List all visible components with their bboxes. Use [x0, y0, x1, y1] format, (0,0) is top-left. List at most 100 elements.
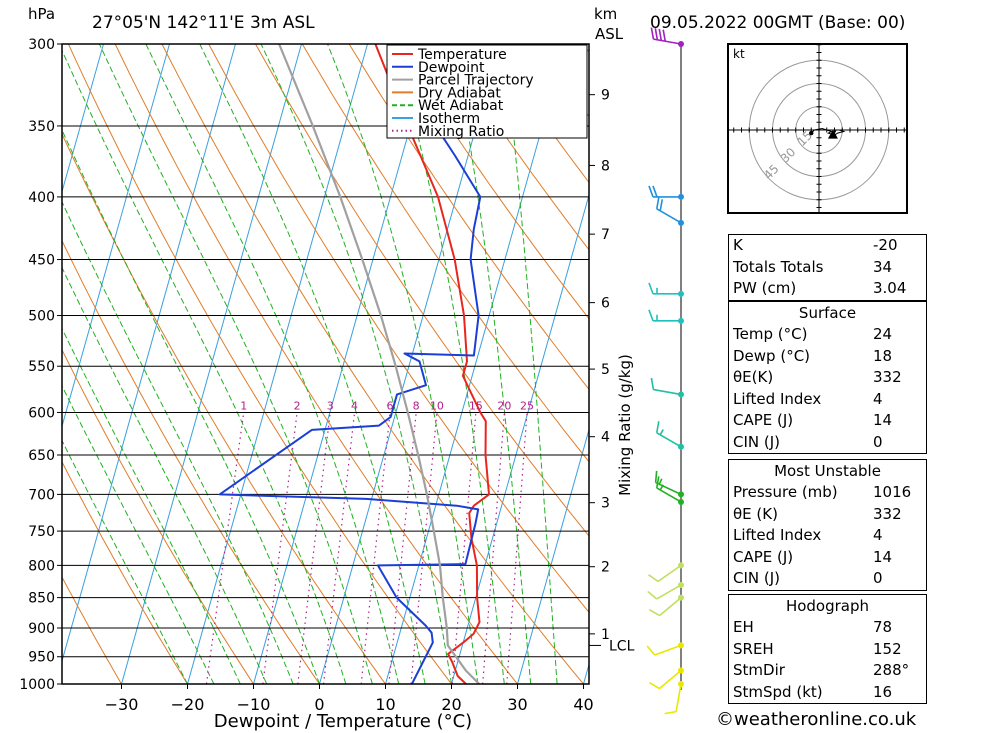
pressure-tick-label: 800 — [28, 558, 55, 574]
mixing-ratio-label: 15 — [469, 399, 483, 412]
pressure-tick-label: 950 — [28, 650, 55, 666]
pressure-tick-label: 500 — [28, 309, 55, 325]
mixing-ratio-line — [451, 412, 477, 684]
hodograph-value: 152 — [873, 639, 902, 658]
wind-barb-shaft — [659, 596, 682, 617]
index-label: Totals Totals — [733, 257, 824, 276]
legend-label: Temperature — [417, 47, 507, 63]
wind-barb-flag — [655, 197, 660, 209]
hodograph-value: 288° — [873, 661, 910, 679]
pressure-tick-label: 650 — [28, 448, 55, 464]
hodograph-title: Hodograph — [785, 597, 870, 615]
surface-row: Lifted Index 4 — [729, 389, 926, 411]
mixing-ratio-label: 2 — [294, 399, 301, 412]
dry-adiabat-line — [348, 44, 589, 391]
wind-barb-shaft — [653, 388, 682, 396]
most-unstable-value: 0 — [873, 569, 883, 587]
surface-row: CIN (J) 0 — [729, 432, 926, 454]
temperature-line — [374, 44, 490, 684]
wind-barb-flag — [655, 421, 660, 433]
isotherm-line — [62, 44, 170, 429]
wet-adiabat-line — [327, 44, 479, 684]
mixing-ratio-label: 3 — [327, 399, 334, 412]
parcel-trajectory-line — [278, 44, 480, 684]
isotherm-line — [385, 44, 566, 684]
mixing-ratio-line — [410, 412, 438, 684]
plot-frame — [61, 43, 590, 685]
surface-table: Surface Temp (°C) 24 Dewp (°C) 18 θE(K) 332… — [728, 301, 927, 454]
wind-barb-flag — [662, 29, 667, 42]
isotherm-line — [62, 44, 236, 663]
temperature-tick-label: −30 — [105, 695, 139, 714]
mixing-ratio-line — [482, 412, 506, 684]
surface-row: CAPE (J) 14 — [729, 410, 926, 432]
dry-adiabat-line — [442, 44, 589, 251]
mixing-ratio-axis-title: Mixing Ratio (g/kg) — [616, 354, 634, 496]
km-tick-label: 1 — [601, 627, 610, 643]
hodograph-table: Hodograph EH 78 SREH 152 StmDir 288° StmSpd… — [728, 594, 927, 704]
mixing-ratio-label: 8 — [413, 399, 420, 412]
most-unstable-table: Most Unstable Pressure (mb) 1016 θE (K) 33… — [728, 459, 927, 591]
station-label: 27°05'N 142°11'E 3m ASL — [92, 13, 315, 33]
legend-label: Dewpoint — [418, 60, 485, 76]
surface-label: Lifted Index — [733, 389, 822, 408]
mixing-ratio-label: 1 — [240, 399, 247, 412]
legend-label: Isotherm — [418, 111, 480, 127]
surface-row: θE(K) 332 — [729, 367, 926, 389]
wind-barb-flag — [648, 282, 654, 295]
km-unit-label: km — [594, 5, 618, 23]
legend-label: Wet Adiabat — [418, 98, 504, 114]
legend-label: Mixing Ratio — [418, 124, 504, 140]
isotherm-line — [187, 44, 368, 684]
asl-unit-label: ASL — [595, 25, 624, 43]
most-unstable-row: Pressure (mb) 1016 — [729, 482, 926, 504]
surface-label: CIN (J) — [733, 432, 781, 451]
km-tick-label: 8 — [601, 158, 610, 174]
km-tick-label: 2 — [601, 560, 610, 576]
surface-value: 18 — [873, 346, 893, 365]
most-unstable-row: θE (K) 332 — [729, 504, 926, 526]
hodograph-ring-label: 45 — [761, 162, 782, 183]
mixing-ratio-line — [360, 412, 391, 684]
storm-motion-marker — [827, 129, 838, 139]
index-value: 3.04 — [873, 279, 907, 297]
mixing-ratio-label: 6 — [387, 399, 394, 412]
most-unstable-label: CAPE (J) — [733, 547, 794, 566]
wet-adiabat-line — [98, 44, 373, 684]
wind-barb-flag — [664, 710, 677, 715]
hodograph-row: SREH 152 — [729, 639, 926, 661]
dewpoint-line — [218, 44, 482, 684]
mixing-ratio-line — [205, 412, 245, 684]
km-tick-label: 4 — [601, 430, 610, 446]
most-unstable-label: CIN (J) — [733, 569, 781, 587]
index-table: K -20 Totals Totals 34 PW (cm) 3.04 — [728, 234, 927, 301]
wind-barb-half-flag — [658, 478, 663, 485]
temperature-tick-label: 20 — [441, 695, 461, 714]
most-unstable-row: CAPE (J) 14 — [729, 547, 926, 569]
most-unstable-value: 14 — [873, 547, 893, 566]
wind-barb-flag — [655, 476, 660, 489]
wind-barb-flag — [648, 574, 659, 583]
wind-barb-flag — [650, 27, 655, 40]
hodograph-row: StmDir 288° — [729, 660, 926, 682]
most-unstable-value: 332 — [873, 504, 902, 523]
wind-barb-flag — [648, 309, 654, 322]
most-unstable-row: CIN (J) 0 — [729, 568, 926, 590]
most-unstable-value: 4 — [873, 526, 883, 544]
wind-barb-flag — [647, 590, 658, 600]
dry-adiabat-line — [255, 44, 589, 537]
wind-barb-half-flag — [659, 429, 664, 436]
temperature-tick-label: 10 — [375, 695, 395, 714]
temperature-tick-label: −10 — [237, 695, 271, 714]
surface-row: Temp (°C) 24 — [729, 324, 926, 346]
most-unstable-label: Lifted Index — [733, 526, 822, 544]
isotherm-line — [121, 44, 302, 684]
legend-box — [386, 44, 588, 139]
mixing-ratio-line — [388, 412, 417, 684]
km-tick-label: 7 — [601, 227, 610, 243]
temperature-tick-label: −20 — [171, 695, 205, 714]
index-value: 34 — [873, 257, 893, 276]
